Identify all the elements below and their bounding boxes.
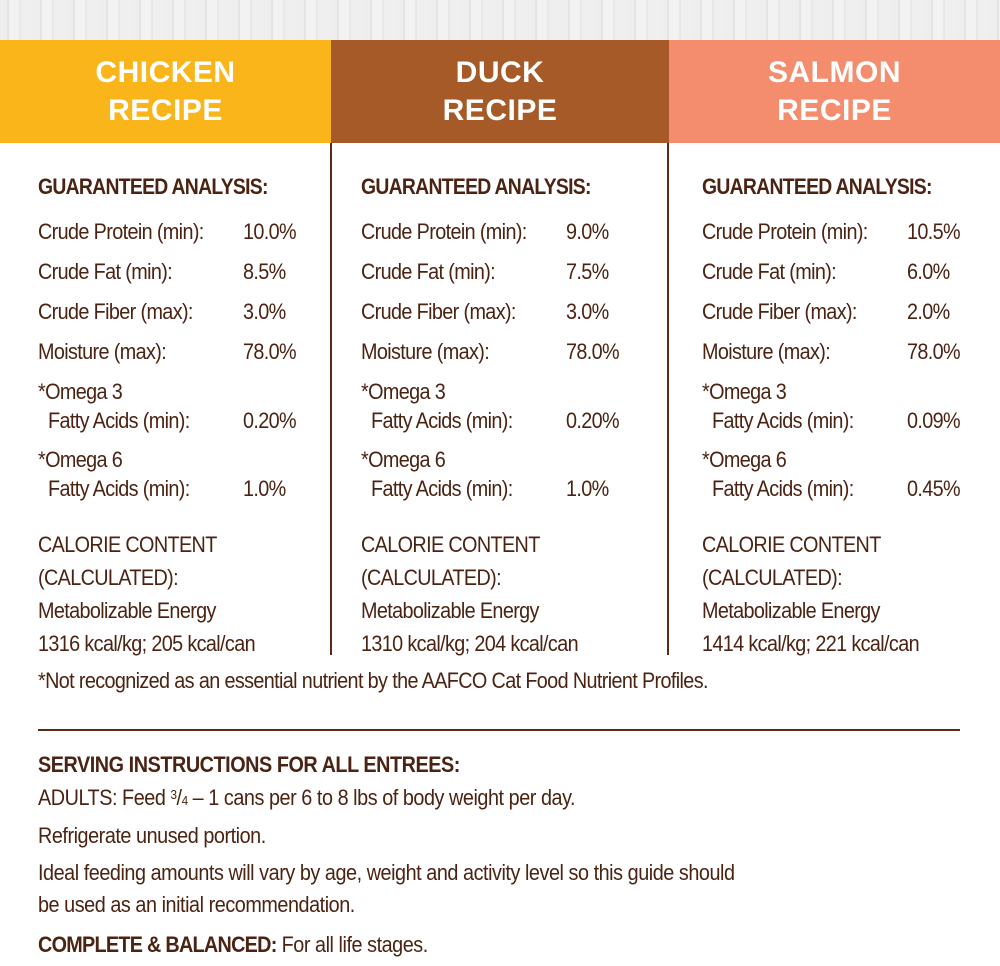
chicken-recipe-header: CHICKEN RECIPE [0,40,331,143]
complete-label: COMPLETE & BALANCED: [38,932,277,957]
omega6-label-cont: Fatty Acids (min): [371,476,513,501]
omega6-label: *Omega 6 [702,447,787,472]
header-title-line1: CHICKEN [95,55,236,89]
salmon-recipe-header: SALMON RECIPE [669,40,1000,143]
omega3-label-cont: Fatty Acids (min): [48,408,190,433]
calorie-content-line: CALORIE CONTENT [361,532,540,557]
nutrient-value: 8.5% [243,259,286,284]
calorie-content-line: Metabolizable Energy [38,598,216,623]
nutrient-value: 3.0% [566,299,609,324]
nutrient-value: 7.5% [566,259,609,284]
omega6-value: 0.45% [907,476,961,501]
nutrient-label: Moisture (max): [702,339,831,364]
adults-prefix: ADULTS: Feed [38,785,171,810]
column-divider [667,143,669,655]
omega3-value: 0.20% [243,408,297,433]
footnote: *Not recognized as an essential nutrient… [38,668,708,693]
omega6-label-cont: Fatty Acids (min): [48,476,190,501]
nutrient-label: Moisture (max): [361,339,490,364]
nutrient-value: 78.0% [566,339,620,364]
calorie-content-line: 1316 kcal/kg; 205 kcal/can [38,631,256,656]
nutrient-value: 2.0% [907,299,950,324]
header-title-line1: SALMON [768,55,901,89]
analysis-heading: GUARANTEED ANALYSIS: [38,174,268,199]
omega3-label: *Omega 3 [38,379,123,404]
complete-balanced: COMPLETE & BALANCED: For all life stages… [38,932,428,958]
nutrient-value: 78.0% [243,339,297,364]
nutrient-label: Crude Protein (min): [361,219,527,244]
omega3-label-cont: Fatty Acids (min): [371,408,513,433]
nutrient-value: 78.0% [907,339,961,364]
omega6-label-cont: Fatty Acids (min): [712,476,854,501]
nutrient-label: Crude Fat (min): [702,259,837,284]
nutrient-value: 10.0% [243,219,297,244]
omega6-value: 1.0% [566,476,609,501]
nutrient-value: 10.5% [907,219,961,244]
omega3-label: *Omega 3 [702,379,787,404]
nutrient-value: 3.0% [243,299,286,324]
complete-text: For all life stages. [276,932,429,957]
duck-recipe-header: DUCK RECIPE [331,40,669,143]
calorie-content-line: CALORIE CONTENT [702,532,881,557]
nutrient-label: Moisture (max): [38,339,167,364]
header-title-line1: DUCK [455,55,545,89]
ideal-feeding-line1: Ideal feeding amounts will vary by age, … [38,860,735,885]
nutrient-value: 9.0% [566,219,609,244]
calorie-content-line: 1310 kcal/kg; 204 kcal/can [361,631,579,656]
calorie-content-line: CALORIE CONTENT [38,532,217,557]
omega3-label: *Omega 3 [361,379,446,404]
omega6-label: *Omega 6 [361,447,446,472]
ideal-feeding-line2: be used as an initial recommendation. [38,892,355,917]
nutrient-value: 6.0% [907,259,950,284]
section-divider [38,729,960,731]
analysis-heading: GUARANTEED ANALYSIS: [702,174,932,199]
calorie-content-line: Metabolizable Energy [361,598,539,623]
fraction-numerator: 3 [170,787,177,802]
nutrient-label: Crude Protein (min): [702,219,868,244]
calorie-content-line: (CALCULATED): [38,565,179,590]
nutrient-label: Crude Fiber (max): [702,299,857,324]
nutrient-label: Crude Fat (min): [38,259,173,284]
header-title-line2: RECIPE [442,93,558,127]
omega6-value: 1.0% [243,476,286,501]
fraction-denominator: 4 [181,793,188,808]
header-title-line2: RECIPE [777,93,892,127]
adults-suffix: – 1 cans per 6 to 8 lbs of body weight p… [187,785,576,810]
serving-heading: SERVING INSTRUCTIONS FOR ALL ENTREES: [38,752,460,777]
column-divider [330,143,332,655]
omega3-value: 0.09% [907,408,961,433]
nutrient-label: Crude Fiber (max): [361,299,516,324]
nutrient-label: Crude Fat (min): [361,259,496,284]
nutrient-label: Crude Fiber (max): [38,299,193,324]
nutrient-label: Crude Protein (min): [38,219,204,244]
analysis-heading: GUARANTEED ANALYSIS: [361,174,591,199]
calorie-content-line: 1414 kcal/kg; 221 kcal/can [702,631,920,656]
refrigerate-instruction: Refrigerate unused portion. [38,823,266,848]
wood-texture-background [0,0,1000,40]
header-title-line2: RECIPE [108,93,223,127]
omega6-label: *Omega 6 [38,447,123,472]
calorie-content-line: Metabolizable Energy [702,598,880,623]
omega3-value: 0.20% [566,408,620,433]
omega3-label-cont: Fatty Acids (min): [712,408,854,433]
adults-instruction: ADULTS: Feed 3/4 – 1 cans per 6 to 8 lbs… [38,785,576,810]
calorie-content-line: (CALCULATED): [361,565,502,590]
calorie-content-line: (CALCULATED): [702,565,843,590]
